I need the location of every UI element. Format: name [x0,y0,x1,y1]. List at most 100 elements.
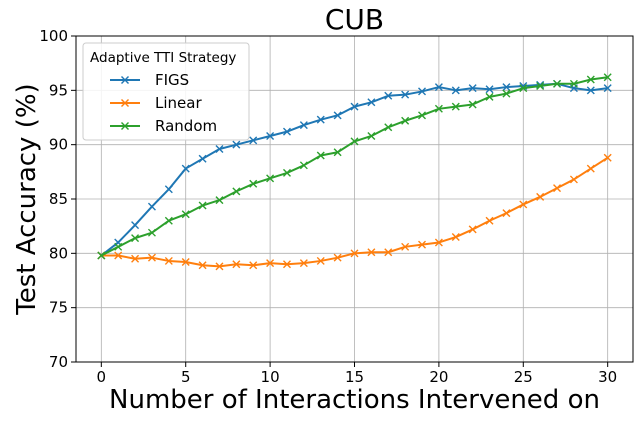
data-point [232,260,241,269]
y-tick-label: 90 [49,136,68,154]
series-random [97,73,612,260]
data-point [603,153,612,162]
data-point [147,253,156,262]
x-tick-label: 10 [261,368,280,386]
data-point [215,145,224,154]
data-point [282,260,291,269]
data-point [384,91,393,100]
series-layer [97,73,612,271]
legend-marker [121,76,129,84]
data-point [553,184,562,193]
data-point [333,148,342,157]
data-point [282,127,291,136]
data-point [384,123,393,132]
data-point [451,86,460,95]
data-point [434,104,443,113]
data-point [350,102,359,111]
data-point [502,89,511,98]
x-axis-title: Number of Interactions Intervened on [109,385,600,415]
data-point [536,192,545,201]
data-point [468,84,477,93]
data-point [147,228,156,237]
data-point [316,151,325,160]
data-point [502,83,511,92]
data-point [131,221,140,230]
x-tick-label: 25 [514,368,533,386]
legend-box [82,42,250,141]
data-point [434,83,443,92]
data-point [586,75,595,84]
data-point [266,131,275,140]
data-point [485,85,494,94]
legend-item-random: Random [110,117,217,135]
data-point [181,210,190,219]
x-tick-label: 15 [345,368,364,386]
data-point [485,92,494,101]
data-point [266,259,275,268]
y-tick-label: 95 [49,81,68,99]
data-point [553,79,562,88]
data-point [485,216,494,225]
data-point [401,116,410,125]
data-point [468,225,477,234]
x-tick-label: 0 [97,368,107,386]
legend-marker [121,122,129,130]
data-point [502,209,511,218]
data-point [131,254,140,263]
data-point [350,137,359,146]
data-point [164,256,173,265]
data-point [367,248,376,257]
data-point [232,187,241,196]
data-point [519,200,528,209]
data-point [215,196,224,205]
data-point [569,175,578,184]
data-point [181,164,190,173]
data-point [401,242,410,251]
legend-title: Adaptive TTI Strategy [90,50,236,66]
data-point [282,168,291,177]
data-point [249,136,258,145]
data-point [418,87,427,96]
series-linear [97,153,612,271]
data-point [418,240,427,249]
chart-title: CUB [325,3,384,36]
data-point [333,111,342,120]
y-axis-title: Test Accuracy (%) [12,83,42,315]
data-point [401,90,410,99]
data-point [451,102,460,111]
data-point [114,251,123,260]
data-point [198,154,207,163]
data-point [434,238,443,247]
data-point [299,259,308,268]
data-point [316,115,325,124]
data-point [367,98,376,107]
data-point [586,164,595,173]
data-point [164,185,173,194]
data-point [266,174,275,183]
legend-label: FIGS [155,71,189,89]
x-tick-label: 20 [429,368,448,386]
data-point [350,249,359,258]
legend-label: Random [155,117,217,135]
data-point [249,261,258,270]
y-tick-label: 80 [49,244,68,262]
data-point [418,111,427,120]
data-point [367,131,376,140]
series-figs [97,79,612,260]
legend-label: Linear [155,94,202,112]
data-point [333,253,342,262]
data-point [586,86,595,95]
data-point [299,121,308,130]
data-point [519,84,528,93]
y-tick-label: 100 [39,27,68,45]
data-point [316,256,325,265]
y-tick-label: 85 [49,190,68,208]
x-tick-label: 30 [598,368,617,386]
data-point [384,248,393,257]
legend: Adaptive TTI Strategy FIGS Linear Random [82,42,250,141]
data-point [147,202,156,211]
data-point [468,100,477,109]
data-point [215,262,224,271]
